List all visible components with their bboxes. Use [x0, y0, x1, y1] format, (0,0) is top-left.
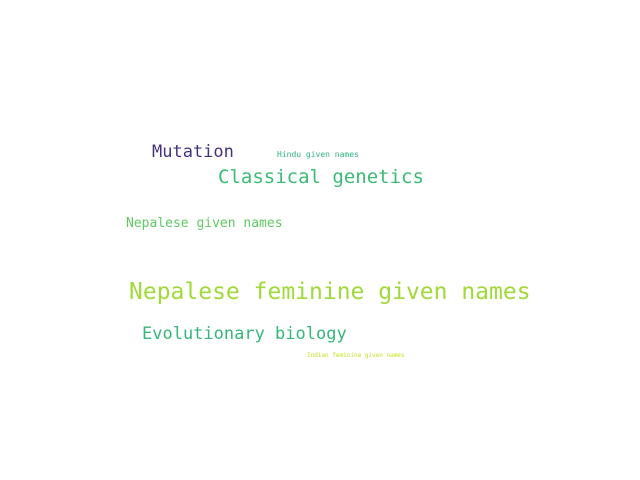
word-mutation: Mutation [152, 142, 234, 162]
word-hindu-given-names: Hindu given names [277, 150, 359, 159]
word-classical-genetics: Classical genetics [218, 166, 424, 188]
word-indian-feminine-given-names: Indian feminine given names [307, 352, 405, 359]
word-nepalese-given-names: Nepalese given names [126, 216, 283, 231]
word-evolutionary-biology: Evolutionary biology [142, 324, 347, 344]
word-nepalese-feminine-given-names: Nepalese feminine given names [129, 279, 531, 305]
